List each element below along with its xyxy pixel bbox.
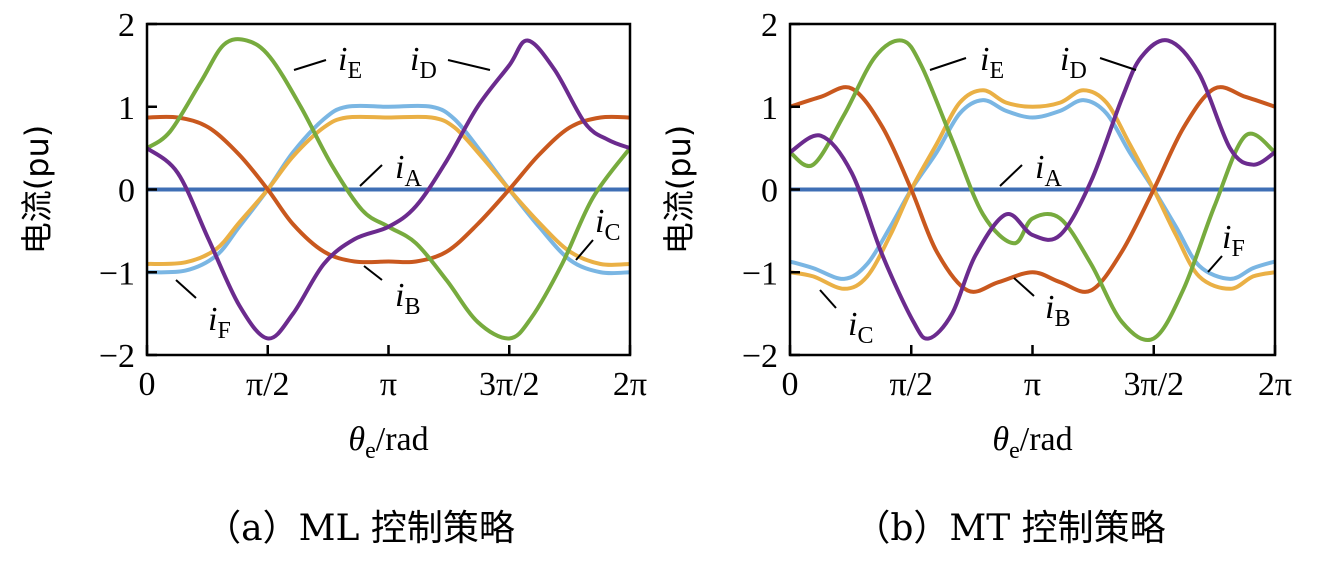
series-line-iC — [147, 114, 630, 267]
y-tick-label: −1 — [742, 255, 778, 292]
curves-group — [790, 38, 1275, 342]
y-tick-label: 1 — [118, 90, 135, 127]
x-tick-label: π/2 — [889, 366, 933, 403]
x-tick-label: π — [1024, 366, 1041, 403]
y-tick-label: −2 — [99, 338, 135, 375]
curve-label-iC: iC — [848, 306, 873, 349]
x-tick-label: 0 — [782, 366, 799, 403]
x-axis-title: θe/rad — [992, 421, 1072, 464]
curve-label-iE: iE — [980, 41, 1004, 84]
curve-label-iD: iD — [410, 41, 437, 84]
y-tick-label: −2 — [742, 338, 778, 375]
curve-label-iE: iE — [338, 41, 362, 84]
label-leader-line — [447, 59, 491, 71]
curve-label-iD: iD — [1060, 41, 1087, 84]
y-tick-label: −1 — [99, 255, 135, 292]
label-leader-line — [293, 59, 327, 71]
y-tick-label: 1 — [761, 90, 778, 127]
series-line-iB — [790, 85, 1275, 294]
label-leader-line — [1013, 277, 1035, 297]
label-leader-line — [819, 289, 837, 309]
curve-label-iC: iC — [595, 203, 620, 246]
curve-label-iF: iF — [1222, 219, 1245, 262]
series-line-iB — [147, 114, 630, 265]
x-tick-label: π/2 — [246, 366, 290, 403]
label-leader-line — [1099, 57, 1137, 71]
panel-caption: （a）ML 控制策略 — [205, 508, 515, 549]
x-tick-label: π — [380, 366, 397, 403]
curve-label-iA: iA — [1035, 149, 1062, 192]
y-axis-title: 电流(pu) — [18, 125, 56, 255]
series-line-iD — [147, 38, 630, 341]
curve-label-iF: iF — [208, 301, 231, 344]
x-tick-label: 0 — [139, 366, 156, 403]
curve-label-iB: iB — [1045, 289, 1070, 332]
y-tick-label: 2 — [118, 7, 135, 44]
curve-label-iA: iA — [395, 149, 422, 192]
x-axis-title: θe/rad — [348, 421, 428, 464]
y-tick-label: 0 — [118, 173, 135, 210]
curves-group — [147, 37, 630, 341]
x-tick-label: 3π/2 — [1123, 366, 1184, 403]
x-tick-label: 2π — [613, 366, 647, 403]
x-tick-label: 2π — [1258, 366, 1292, 403]
label-leader-line — [363, 265, 383, 281]
y-tick-label: 0 — [761, 173, 778, 210]
series-line-iE — [147, 37, 630, 341]
series-line-iF — [790, 98, 1275, 281]
label-leader-line — [999, 164, 1023, 187]
x-tick-label: 3π/2 — [479, 366, 540, 403]
y-tick-label: 2 — [761, 7, 778, 44]
series-line-iF — [147, 103, 630, 276]
label-leader-line — [929, 57, 967, 71]
curve-label-iB: iB — [395, 277, 420, 320]
label-leader-line — [175, 279, 197, 299]
label-leader-line — [359, 164, 383, 187]
label-leader-line — [575, 239, 594, 261]
label-leader-line — [1207, 255, 1223, 273]
panel-caption: （b）MT 控制策略 — [854, 508, 1165, 549]
y-axis-title: 电流(pu) — [660, 125, 698, 255]
series-line-iD — [790, 38, 1275, 341]
